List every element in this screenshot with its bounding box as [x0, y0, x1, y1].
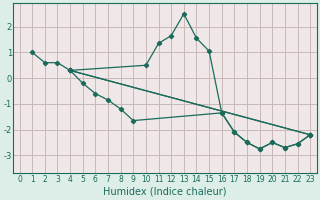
X-axis label: Humidex (Indice chaleur): Humidex (Indice chaleur) [103, 187, 227, 197]
